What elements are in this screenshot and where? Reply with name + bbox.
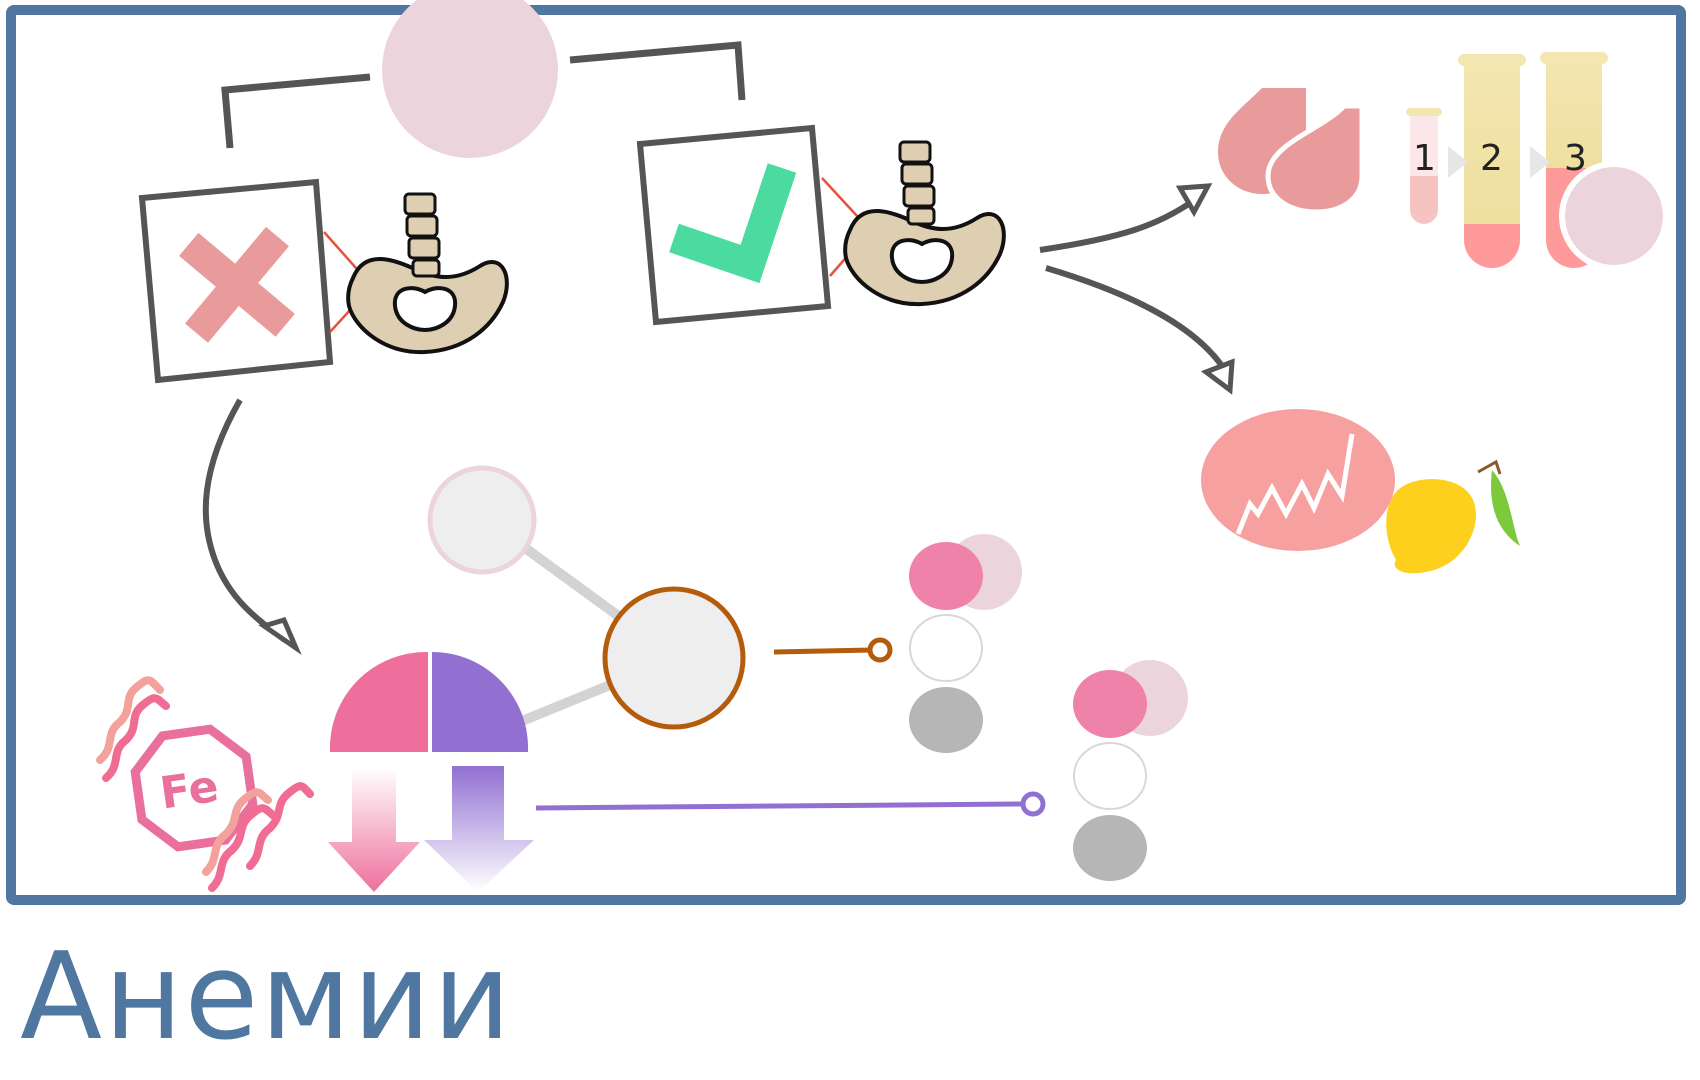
test-tubes-icon: 1 2 3 [1406, 52, 1669, 271]
diagram-frame [6, 5, 1686, 905]
cross-box [138, 178, 374, 384]
red-cell-icon [1201, 409, 1395, 551]
top-bubble [382, 0, 558, 158]
pink-down-arrow [328, 768, 420, 892]
node-network [427, 465, 1046, 817]
cell-stack-2 [1073, 660, 1188, 881]
iron-octagon-icon: Fe [130, 724, 258, 852]
flow-arrows [202, 183, 1235, 655]
split-hemisphere [328, 651, 534, 892]
tube-label-1: 1 [1413, 138, 1436, 179]
tube-label-2: 2 [1480, 138, 1503, 179]
iron-label: Fe [157, 761, 222, 820]
check-mark-icon [669, 163, 797, 284]
cell-stack-1 [909, 534, 1022, 753]
tube-label-3: 3 [1564, 138, 1587, 179]
pelvis-spine-icon [346, 192, 509, 355]
node-central [602, 586, 746, 730]
node-pale [427, 465, 537, 575]
pelvis-spine-icon [843, 140, 1006, 307]
heat-waves-icon [96, 676, 314, 892]
page-title: Анемии [20, 928, 513, 1067]
check-box [636, 124, 872, 326]
lemon-icon [1386, 459, 1520, 574]
cross-mark-icon [179, 226, 295, 343]
purple-down-arrow [424, 766, 534, 892]
top-bracket [221, 0, 746, 158]
blood-drops-icon [1218, 88, 1365, 215]
